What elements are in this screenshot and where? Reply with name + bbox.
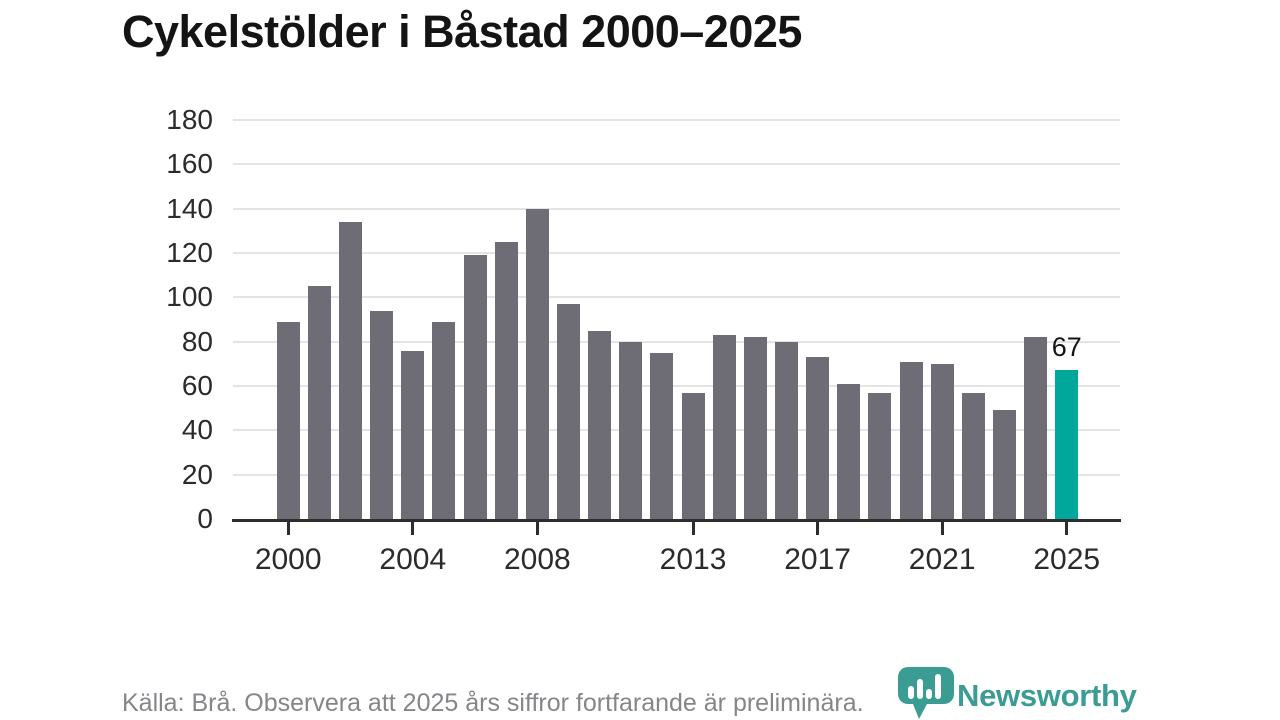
y-axis-label-80: 80 bbox=[181, 325, 213, 357]
x-tick-2008 bbox=[535, 522, 539, 535]
bar-2001 bbox=[307, 286, 331, 519]
newsworthy-logo: Newsworthy bbox=[897, 666, 1167, 720]
gridline-20 bbox=[233, 473, 1120, 476]
chart-title: Cykelstölder i Båstad 2000–2025 bbox=[122, 6, 802, 57]
bar-2015 bbox=[743, 337, 767, 519]
bar-2025 bbox=[1055, 370, 1079, 519]
bar-2020 bbox=[899, 361, 923, 519]
gridline-120 bbox=[233, 252, 1120, 254]
x-axis-label-2004: 2004 bbox=[379, 543, 447, 576]
gridline-160 bbox=[233, 163, 1120, 166]
y-axis-label-180: 180 bbox=[166, 104, 213, 135]
x-axis-label-2000: 2000 bbox=[254, 543, 322, 576]
bar-2005 bbox=[432, 321, 456, 519]
newsworthy-pin-chart-icon bbox=[898, 667, 954, 719]
x-axis-label-2017: 2017 bbox=[784, 543, 851, 576]
bar-2004 bbox=[401, 350, 425, 519]
y-axis-label-120: 120 bbox=[166, 237, 213, 268]
bar-2002 bbox=[338, 221, 362, 519]
bar-2000 bbox=[276, 321, 300, 519]
bar-2009 bbox=[556, 303, 580, 519]
newsworthy-logo-text: Newsworthy bbox=[957, 678, 1137, 713]
bar-2010 bbox=[588, 330, 612, 519]
bar-2007 bbox=[494, 241, 518, 519]
gridline-40 bbox=[233, 429, 1120, 432]
gridline-140 bbox=[233, 207, 1120, 210]
x-axis-label-2021: 2021 bbox=[908, 543, 976, 576]
bar-2013 bbox=[681, 392, 705, 519]
x-tick-2004 bbox=[411, 522, 415, 535]
y-axis-label-60: 60 bbox=[181, 370, 213, 401]
highlight-value-label: 67 bbox=[1051, 332, 1082, 363]
x-axis-label-2013: 2013 bbox=[659, 543, 727, 576]
bar-2006 bbox=[463, 255, 487, 519]
bar-2022 bbox=[961, 392, 985, 519]
bar-2023 bbox=[992, 410, 1016, 519]
bar-2018 bbox=[837, 383, 861, 519]
x-tick-2013 bbox=[691, 522, 695, 535]
bar-2008 bbox=[525, 208, 549, 519]
gridline-60 bbox=[233, 385, 1120, 387]
bar-2014 bbox=[712, 335, 736, 519]
x-axis-label-2008: 2008 bbox=[503, 543, 571, 576]
bar-2017 bbox=[806, 357, 830, 519]
gridline-100 bbox=[233, 296, 1120, 299]
bar-2011 bbox=[619, 341, 643, 519]
x-tick-2025 bbox=[1065, 522, 1069, 535]
x-tick-2017 bbox=[816, 522, 820, 535]
y-axis-label-140: 140 bbox=[166, 192, 213, 224]
bar-2003 bbox=[370, 310, 394, 519]
y-axis-label-40: 40 bbox=[181, 414, 213, 446]
bar-2019 bbox=[868, 392, 892, 519]
y-axis-label-20: 20 bbox=[181, 458, 213, 490]
x-axis-line bbox=[232, 519, 1121, 522]
bar-2024 bbox=[1024, 337, 1048, 519]
y-axis-label-0: 0 bbox=[197, 503, 213, 534]
x-tick-2000 bbox=[286, 522, 290, 535]
bar-2016 bbox=[774, 341, 798, 519]
bar-2021 bbox=[930, 363, 954, 519]
x-axis-label-2025: 2025 bbox=[1033, 543, 1101, 576]
bar-2012 bbox=[650, 352, 674, 519]
source-note: Källa: Brå. Observera att 2025 års siffr… bbox=[122, 689, 864, 717]
gridline-180 bbox=[233, 119, 1120, 121]
gridline-80 bbox=[233, 340, 1120, 343]
y-axis-label-100: 100 bbox=[166, 281, 213, 313]
x-tick-2021 bbox=[940, 522, 944, 535]
y-axis-label-160: 160 bbox=[166, 148, 213, 180]
